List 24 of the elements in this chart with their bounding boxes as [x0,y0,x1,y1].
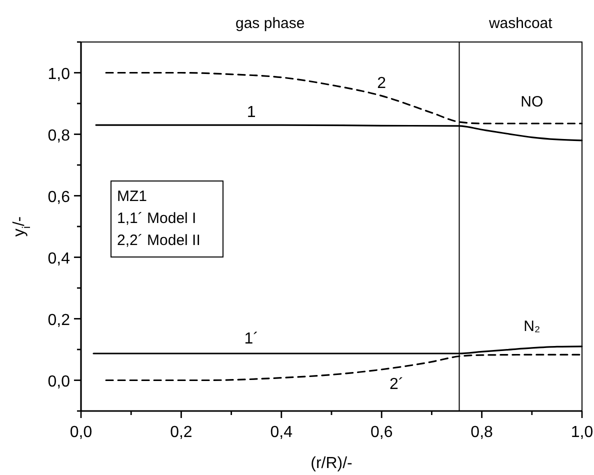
annotation: N₂ [524,318,540,335]
x-tick-label: 0,0 [70,424,92,441]
text: gas phase [236,15,305,32]
series-label: 1´ [244,330,258,348]
y-tick-label: 0,6 [48,188,70,206]
x-tick-label: 0,2 [170,424,192,441]
y-tick-label: 0,0 [48,373,70,390]
annotation: 2,2´ Model II [117,232,200,249]
y-tick-label: 1,0 [48,66,70,83]
annotation: MZ1 [117,188,147,205]
series-label: 2´ [390,376,404,394]
text: washcoat [488,15,554,32]
y-tick-label: 0,8 [48,127,70,144]
x-axis-title: (r/R)/- [310,455,352,472]
y-tick-label: 0,2 [48,312,70,329]
x-tick-label: 1,0 [570,424,594,441]
x-tick-label: 0,8 [470,424,494,441]
series-label: 2 [377,74,386,92]
annotation: NO [520,93,544,110]
y-tick-label: 0,4 [48,250,70,268]
annotation: 1,1´ Model I [117,210,196,227]
series-label: 1 [246,104,256,122]
x-tick-label: 0,4 [270,424,293,441]
x-tick-label: 0,6 [370,424,393,441]
